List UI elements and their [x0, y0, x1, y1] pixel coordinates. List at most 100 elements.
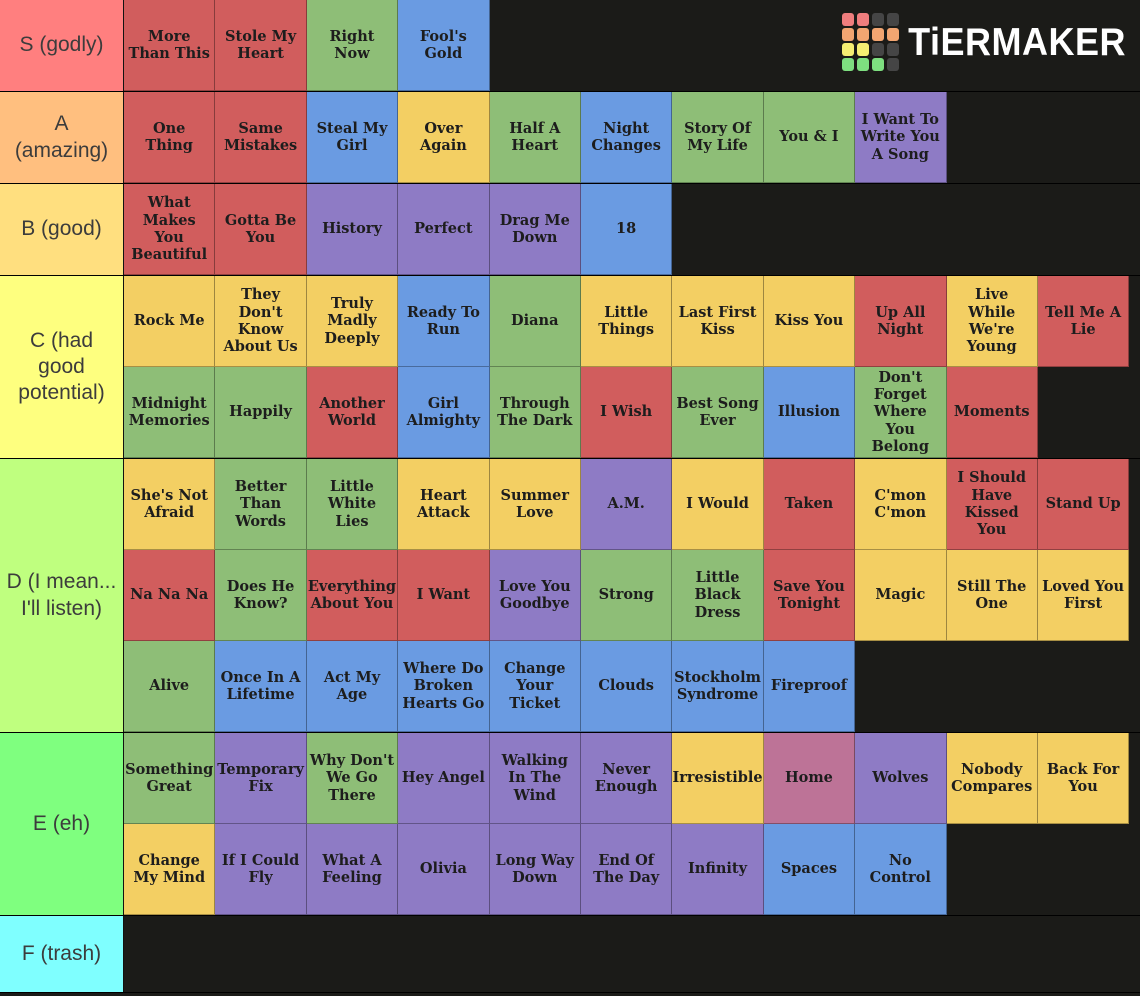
- song-title: Ready To Run: [406, 303, 480, 338]
- song-tile[interactable]: Up All Night: [855, 276, 947, 367]
- song-tile[interactable]: Tell Me A Lie: [1037, 276, 1130, 367]
- song-tile[interactable]: Stockholm Syndrome: [672, 641, 764, 732]
- song-tile[interactable]: Through The Dark: [489, 367, 581, 458]
- song-title: Diana: [511, 312, 559, 330]
- song-tile[interactable]: Spaces: [763, 824, 856, 915]
- song-tile[interactable]: Ready To Run: [398, 276, 490, 367]
- song-tile[interactable]: They Don't Know About Us: [215, 276, 307, 367]
- song-tile[interactable]: Temporary Fix: [215, 733, 307, 824]
- song-tile[interactable]: Walking In The Wind: [489, 733, 581, 824]
- song-tile[interactable]: Moments: [946, 367, 1038, 458]
- song-tile[interactable]: Na Na Na: [124, 550, 216, 641]
- song-tile[interactable]: If I Could Fly: [215, 824, 307, 915]
- song-tile[interactable]: Heart Attack: [398, 459, 490, 550]
- song-tile[interactable]: One Thing: [124, 92, 216, 183]
- song-tile[interactable]: Magic: [855, 550, 947, 641]
- song-tile[interactable]: Steal My Girl: [306, 92, 399, 183]
- song-tile[interactable]: Girl Almighty: [398, 367, 490, 458]
- song-tile[interactable]: End Of The Day: [580, 824, 673, 915]
- song-tile[interactable]: History: [306, 184, 399, 275]
- tiermaker-logo[interactable]: TiERMAKER: [841, 13, 1126, 71]
- song-tile[interactable]: Once In A Lifetime: [215, 641, 307, 732]
- song-tile[interactable]: Happily: [215, 367, 307, 458]
- song-tile[interactable]: Something Great: [124, 733, 216, 824]
- song-title: Change My Mind: [133, 851, 206, 886]
- song-tile[interactable]: Rock Me: [124, 276, 216, 367]
- song-tile[interactable]: Fool's Gold: [398, 0, 490, 91]
- song-tile[interactable]: Night Changes: [580, 92, 673, 183]
- song-tile[interactable]: Nobody Compares: [946, 733, 1038, 824]
- song-tile[interactable]: Best Song Ever: [672, 367, 764, 458]
- song-tile[interactable]: What Makes You Beautiful: [124, 184, 216, 275]
- song-tile[interactable]: Half A Heart: [489, 92, 581, 183]
- song-tile[interactable]: Act My Age: [306, 641, 399, 732]
- song-tile[interactable]: Olivia: [398, 824, 490, 915]
- song-tile[interactable]: Another World: [306, 367, 399, 458]
- song-tile[interactable]: I Want: [398, 550, 490, 641]
- song-tile[interactable]: Still The One: [946, 550, 1038, 641]
- song-tile[interactable]: Does He Know?: [215, 550, 307, 641]
- song-tile[interactable]: Gotta Be You: [215, 184, 307, 275]
- song-tile[interactable]: Strong: [580, 550, 673, 641]
- song-title: Fireproof: [770, 677, 847, 695]
- song-tile[interactable]: Midnight Memories: [124, 367, 216, 458]
- song-tile[interactable]: 18: [580, 184, 673, 275]
- song-tile[interactable]: Why Don't We Go There: [306, 733, 399, 824]
- song-tile[interactable]: Fireproof: [763, 641, 856, 732]
- song-tile[interactable]: Alive: [124, 641, 216, 732]
- song-tile[interactable]: C'mon C'mon: [855, 459, 947, 550]
- song-tile[interactable]: I Wish: [580, 367, 673, 458]
- song-tile[interactable]: More Than This: [124, 0, 216, 91]
- song-tile[interactable]: A.M.: [580, 459, 673, 550]
- song-tile[interactable]: Home: [763, 733, 856, 824]
- song-tile[interactable]: Back For You: [1037, 733, 1130, 824]
- song-tile[interactable]: Illusion: [763, 367, 856, 458]
- song-tile[interactable]: Irresistible: [672, 733, 764, 824]
- song-tile[interactable]: Live While We're Young: [946, 276, 1038, 367]
- song-title: Spaces: [780, 860, 838, 878]
- tier-label-text: F (trash): [21, 941, 102, 965]
- song-tile[interactable]: Hey Angel: [398, 733, 490, 824]
- song-tile[interactable]: What A Feeling: [306, 824, 399, 915]
- tier-label-text: D (I mean... I'll listen): [6, 570, 117, 620]
- song-tile[interactable]: Right Now: [306, 0, 399, 91]
- song-tile[interactable]: Diana: [489, 276, 581, 367]
- song-tile[interactable]: Love You Goodbye: [489, 550, 581, 641]
- song-tile[interactable]: Little Black Dress: [672, 550, 764, 641]
- song-tile[interactable]: Loved You First: [1037, 550, 1130, 641]
- song-tile[interactable]: I Want To Write You A Song: [855, 92, 947, 183]
- song-tile[interactable]: Stand Up: [1037, 459, 1130, 550]
- song-tile[interactable]: Long Way Down: [489, 824, 581, 915]
- song-tile[interactable]: She's Not Afraid: [124, 459, 216, 550]
- song-tile[interactable]: Same Mistakes: [215, 92, 307, 183]
- logo-grid-cell: [871, 58, 885, 71]
- song-tile[interactable]: Taken: [763, 459, 856, 550]
- song-tile[interactable]: Change My Mind: [124, 824, 216, 915]
- song-tile[interactable]: Change Your Ticket: [489, 641, 581, 732]
- song-tile[interactable]: Infinity: [672, 824, 764, 915]
- song-tile[interactable]: Perfect: [398, 184, 490, 275]
- song-title: Tell Me A Lie: [1045, 303, 1122, 338]
- song-tile[interactable]: Little Things: [580, 276, 673, 367]
- song-tile[interactable]: Clouds: [580, 641, 673, 732]
- song-tile[interactable]: Save You Tonight: [763, 550, 856, 641]
- song-tile[interactable]: Wolves: [855, 733, 947, 824]
- song-tile[interactable]: Kiss You: [763, 276, 856, 367]
- song-tile[interactable]: Little White Lies: [306, 459, 399, 550]
- song-tile[interactable]: Summer Love: [489, 459, 581, 550]
- song-tile[interactable]: You & I: [763, 92, 856, 183]
- song-tile[interactable]: Drag Me Down: [489, 184, 581, 275]
- song-tile[interactable]: No Control: [855, 824, 947, 915]
- song-tile[interactable]: Stole My Heart: [215, 0, 307, 91]
- song-tile[interactable]: Everything About You: [306, 550, 399, 641]
- song-tile[interactable]: Better Than Words: [215, 459, 307, 550]
- song-tile[interactable]: Never Enough: [580, 733, 673, 824]
- song-tile[interactable]: Story Of My Life: [672, 92, 764, 183]
- song-tile[interactable]: Where Do Broken Hearts Go: [398, 641, 490, 732]
- song-tile[interactable]: Last First Kiss: [672, 276, 764, 367]
- song-tile[interactable]: Truly Madly Deeply: [306, 276, 399, 367]
- song-tile[interactable]: I Would: [672, 459, 764, 550]
- song-tile[interactable]: I Should Have Kissed You: [946, 459, 1038, 550]
- song-tile[interactable]: Over Again: [398, 92, 490, 183]
- song-tile[interactable]: Don't Forget Where You Belong: [855, 367, 947, 458]
